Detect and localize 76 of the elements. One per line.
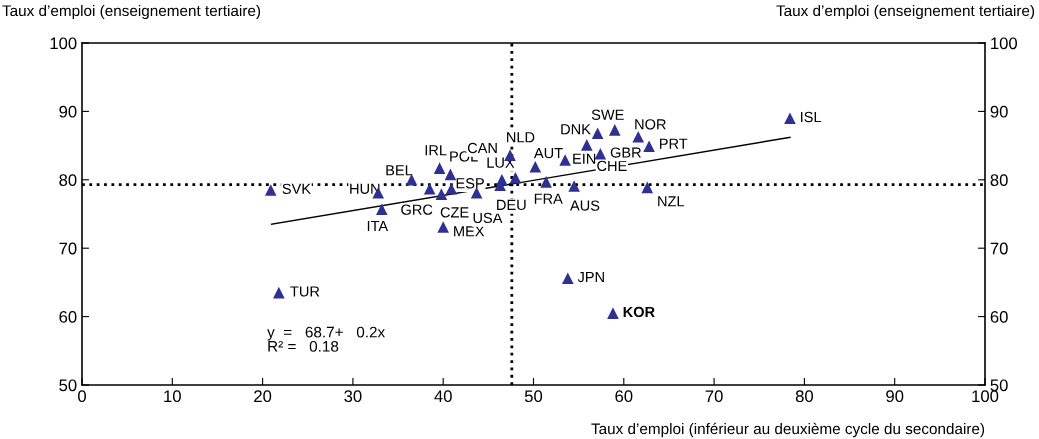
point (423, 182, 436, 195)
annotation: GBR (610, 147, 641, 158)
point (529, 160, 542, 173)
point (435, 188, 448, 200)
point (607, 307, 619, 319)
x-tick-label: 10 (164, 390, 181, 403)
annotation: FRA (534, 193, 563, 204)
annotation: ESP (456, 178, 484, 189)
annotation: SVK (282, 183, 311, 194)
point (568, 180, 580, 192)
point (632, 130, 645, 143)
point (509, 171, 522, 184)
y2-tick-label: 50 (990, 379, 1008, 392)
y-tick-label: 50 (59, 379, 77, 392)
point (591, 127, 604, 140)
y2-tick-label: 80 (990, 174, 1008, 186)
y-tick-label: 100 (50, 37, 77, 50)
point (784, 112, 796, 125)
x-tick-label: 70 (705, 390, 723, 403)
x-tick-label: 100 (972, 390, 999, 403)
point (445, 182, 458, 195)
point (540, 176, 552, 188)
point (264, 184, 277, 196)
annotation: PRT (660, 138, 688, 149)
y-tick-label: 90 (59, 105, 77, 118)
y2-axis-title: Taux d’emploi (enseignement tertiaire) (776, 4, 1035, 20)
y-tick-label: 80 (59, 174, 77, 186)
point (580, 139, 593, 151)
x-tick-label: 90 (886, 390, 904, 403)
y2-tick-label: 100 (991, 37, 1018, 50)
annotation: NOR (635, 119, 666, 130)
point (608, 124, 621, 136)
annotation: IRL (425, 145, 447, 156)
annotation: BEL (386, 165, 413, 176)
point (562, 272, 574, 285)
point (437, 221, 450, 233)
annotation: DEU (497, 199, 526, 211)
point (433, 162, 446, 174)
point (375, 203, 388, 216)
point (444, 168, 457, 181)
y-axis-title: Taux d’emploi (enseignement tertiaire) (2, 4, 261, 20)
x-tick-label: 50 (524, 390, 543, 403)
annotation: EIN (573, 153, 596, 164)
annotation: TUR (290, 286, 320, 297)
y-tick-label: 70 (59, 242, 77, 255)
annotation: ISL (801, 111, 822, 123)
x-tick-label: 40 (434, 390, 452, 403)
x-tick-label: 30 (344, 390, 362, 403)
x-tick-label: 60 (615, 390, 633, 403)
x-tick-label: 0 (78, 390, 86, 403)
y2-tick-label: 70 (990, 242, 1008, 255)
y-tick-label: 60 (59, 311, 77, 323)
annotation: AUS (570, 200, 600, 211)
x-axis-title: Taux d’emploi (inférieur au deuxième cycle du secondaire) (591, 422, 985, 438)
y2-tick-label: 60 (990, 311, 1008, 323)
point (641, 181, 654, 194)
x-tick-label: 20 (254, 390, 272, 403)
annotation: GRC (401, 204, 433, 215)
annotation: JPN (577, 272, 604, 283)
point (643, 140, 655, 153)
annotation: CZE (440, 207, 469, 218)
annotation: AUT (533, 148, 563, 159)
annotation: NZL (658, 196, 685, 207)
annotation: DNK (561, 124, 591, 135)
annotation: ITA (367, 221, 389, 232)
annotation: y = 68.7+ 0.2x R² = 0.18 (267, 326, 385, 352)
annotation: SWE (591, 109, 624, 120)
point (594, 148, 607, 160)
annotation: KOR (623, 306, 655, 318)
annotation: MEX (454, 226, 485, 237)
annotation: NLD (507, 132, 535, 143)
point (496, 173, 508, 186)
annotation: CHE (597, 160, 627, 172)
annotation: USA (473, 212, 503, 224)
x-tick-label: 80 (795, 390, 814, 403)
y2-tick-label: 90 (990, 105, 1008, 118)
